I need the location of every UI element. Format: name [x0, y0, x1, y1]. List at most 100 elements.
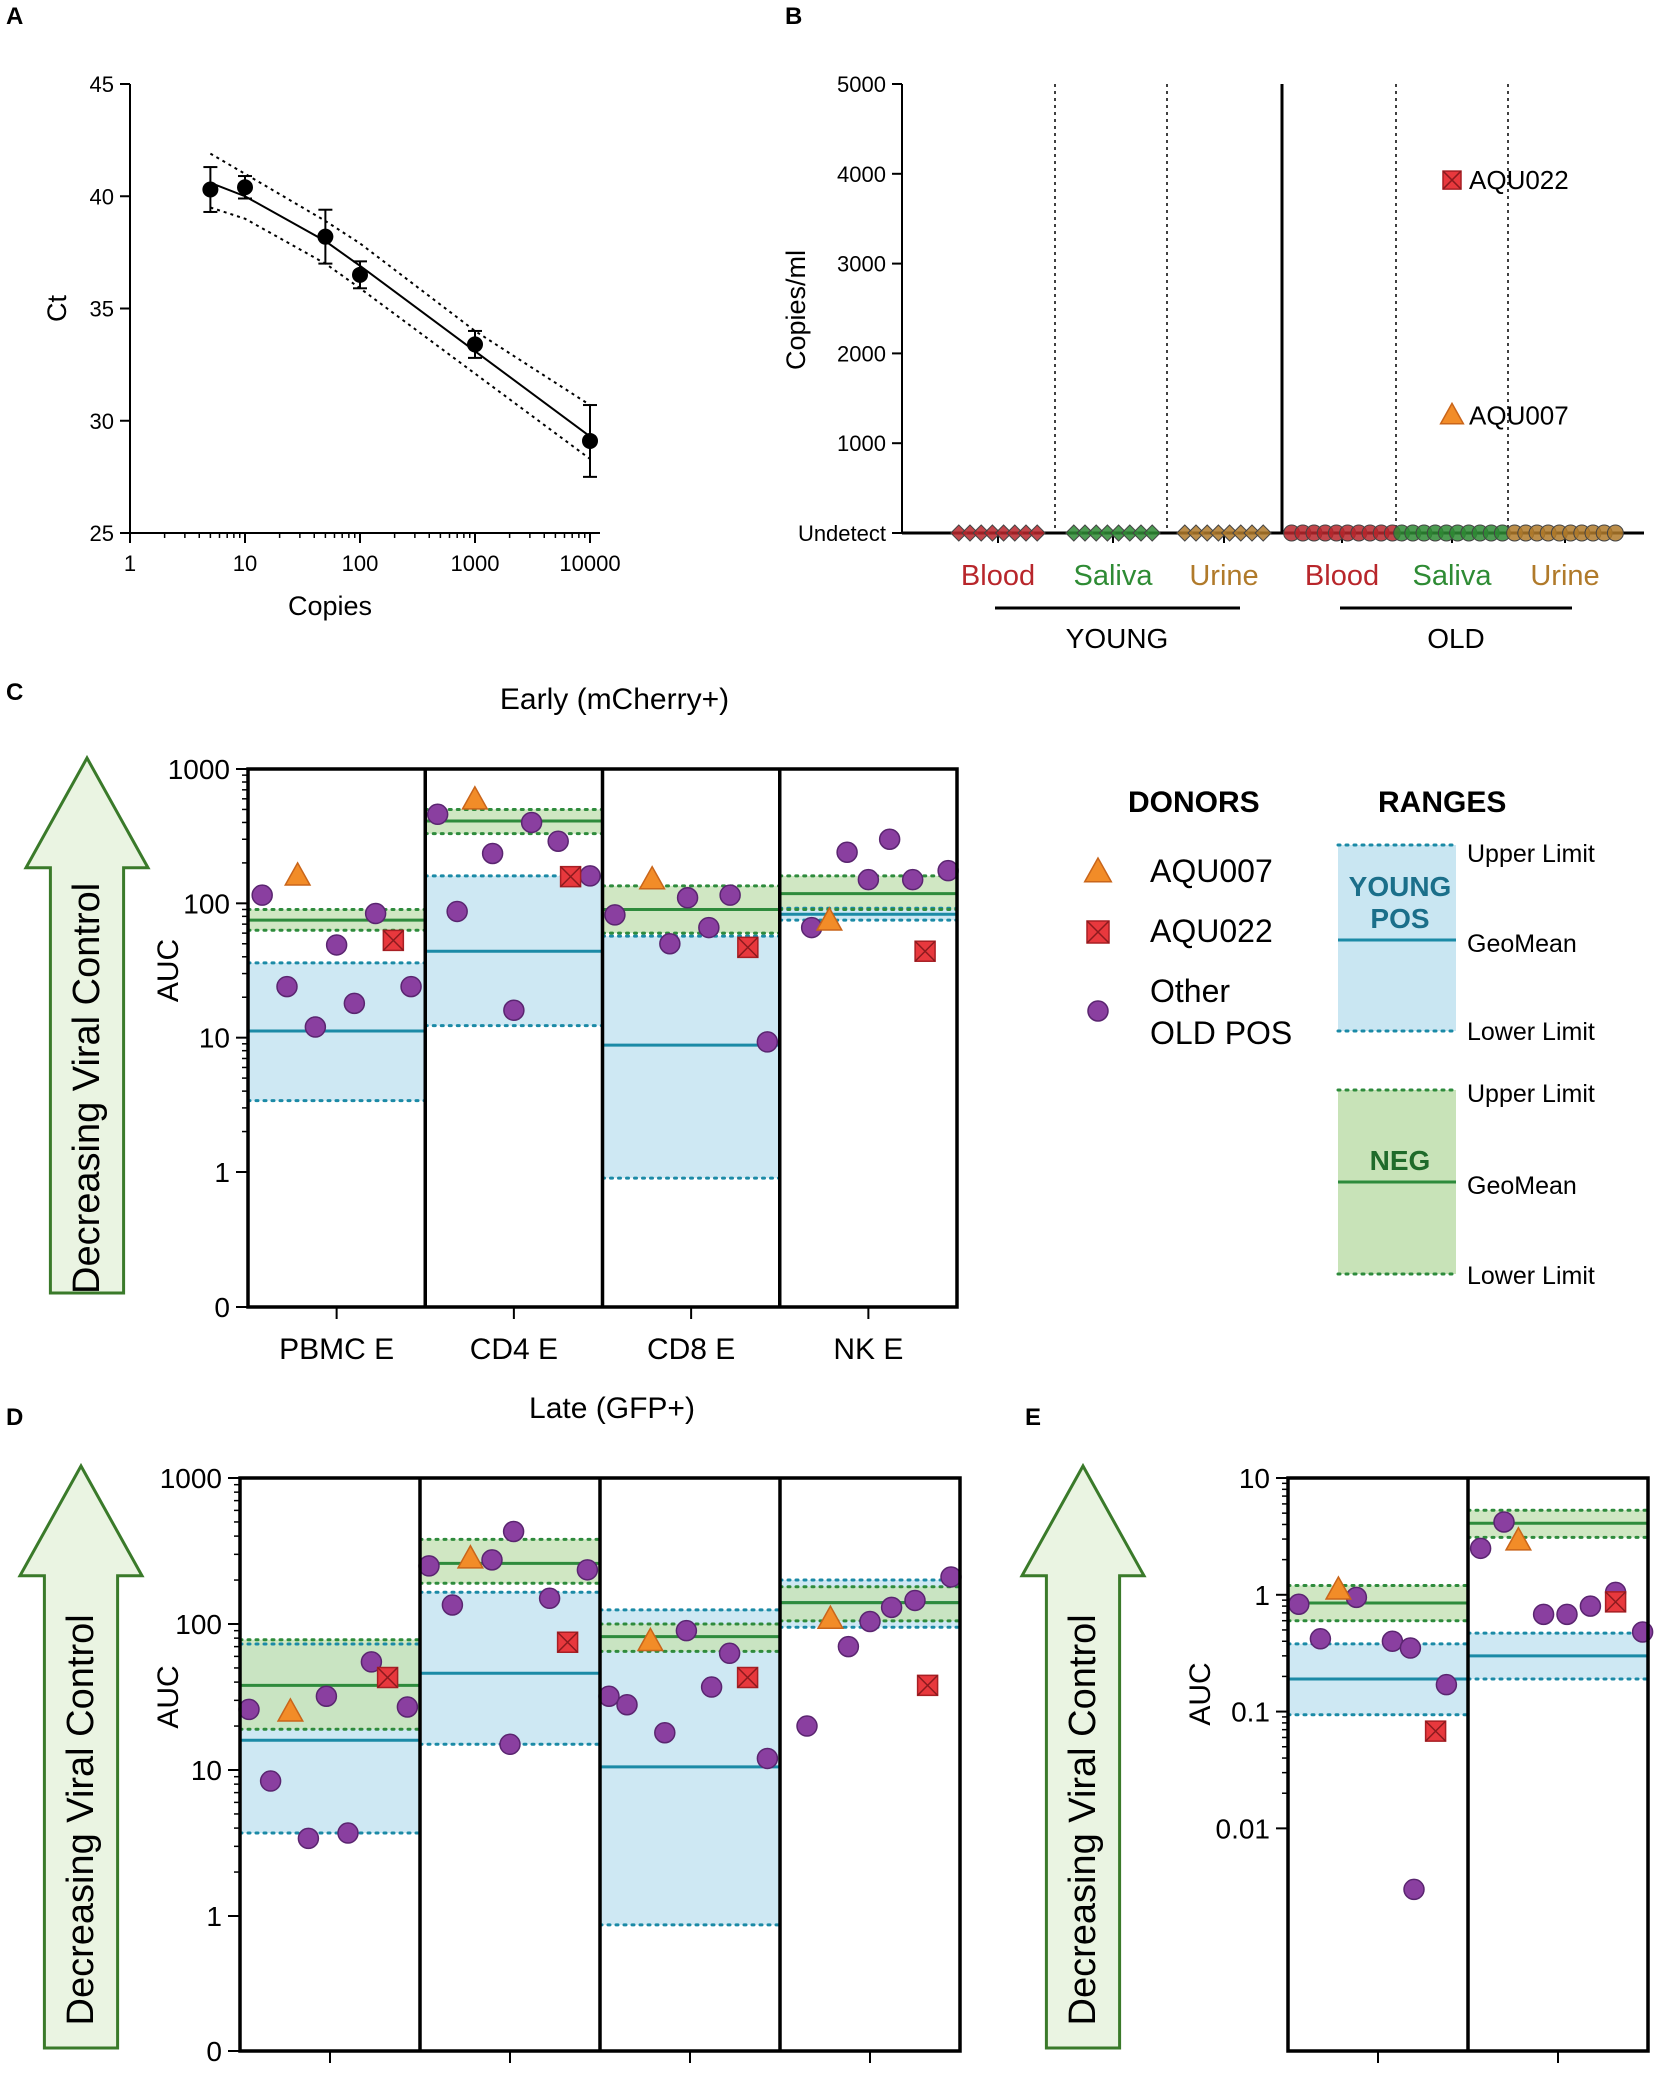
ci-upper-line	[209, 152, 591, 406]
y-tick-label: 10	[191, 1755, 222, 1786]
data-point	[317, 228, 334, 245]
y-tick-label: 35	[90, 297, 114, 322]
arrow-decreasing-viral-control-e: Decreasing Viral Control	[1019, 1462, 1147, 2050]
y-axis-label: AUC	[152, 1665, 185, 1728]
y-tick-label: 10	[1239, 1463, 1270, 1494]
other-old-pos-point	[1403, 1878, 1425, 1901]
other-old-pos-point	[1381, 1630, 1404, 1653]
other-old-pos-point	[238, 1698, 260, 1721]
legend-other-label: Other	[1150, 973, 1230, 1009]
other-old-pos-point	[343, 992, 366, 1015]
fit-line	[210, 181, 591, 438]
legend-aqu007-label: AQU007	[1150, 853, 1273, 889]
other-old-pos-point	[756, 1747, 779, 1770]
other-old-pos-point	[901, 868, 924, 891]
legend-aqu022-label: AQU022	[1150, 913, 1273, 949]
legend: DONORS RANGES AQU007 AQU022 Other OLD PO…	[1083, 786, 1595, 1290]
arrow-label: Decreasing Viral Control	[1062, 1614, 1104, 2025]
other-old-pos-point	[400, 975, 422, 998]
aqu022-point	[737, 936, 759, 959]
other-old-pos-point	[676, 887, 699, 909]
square-marker-cross	[1086, 920, 1110, 944]
square-marker-cross	[914, 940, 936, 962]
x-category-label: CD4 E	[470, 1333, 558, 1366]
arrow-label: Decreasing Viral Control	[66, 883, 108, 1294]
aqu022-point	[914, 940, 936, 962]
square-marker-cross	[917, 1674, 939, 1696]
other-old-pos-point	[360, 1651, 383, 1673]
legend-oldpos-label: OLD POS	[1150, 1015, 1292, 1051]
x-category-label: Urine	[1189, 560, 1258, 592]
aqu007-point	[276, 1697, 305, 1722]
other-old-pos-point	[718, 1642, 741, 1665]
x-axis-label: Copies	[288, 591, 372, 621]
panel-label-d: D	[6, 1404, 23, 1431]
undetect-circle	[1606, 524, 1624, 542]
y-tick-label: 0	[214, 1292, 230, 1323]
other-old-pos-point	[598, 1685, 620, 1707]
x-category-label: NK E	[833, 1333, 903, 1366]
aqu007-point	[815, 906, 844, 931]
other-old-pos-point	[520, 811, 543, 834]
x-tick-label: 1000	[451, 551, 500, 576]
x-tick-label: 10	[233, 551, 257, 576]
other-old-pos-point	[659, 933, 681, 955]
aqu007-point	[456, 1544, 485, 1569]
legend-neg-upper: Upper Limit	[1467, 1080, 1595, 1108]
y-tick-label: 1000	[837, 431, 886, 456]
undetect-diamond	[1028, 524, 1046, 542]
legend-young-label-2: POS	[1370, 903, 1429, 934]
other-old-pos-point	[315, 1685, 338, 1707]
other-old-pos-point	[538, 1587, 561, 1610]
data-point	[202, 181, 219, 198]
x-category-label: CD8 E	[647, 1333, 735, 1366]
legend-neg-geomean: GeoMean	[1467, 1172, 1577, 1200]
aqu022-point	[1442, 170, 1462, 190]
y-tick-label: 100	[183, 888, 230, 919]
other-old-pos-point	[1288, 1593, 1310, 1615]
other-old-pos-point	[1532, 1603, 1555, 1626]
point-label: AQU007	[1469, 400, 1569, 430]
other-old-pos-point	[859, 1610, 881, 1633]
aqu022-point	[736, 1666, 759, 1689]
y-tick-label: 1	[214, 1157, 230, 1188]
other-old-pos-point	[579, 865, 601, 887]
panel-label-b: B	[785, 3, 802, 30]
square-marker-cross	[1605, 1591, 1627, 1613]
panel-a-standard-curve: 25 30 35 40 45 1 10 100 1000 10000 Copies Ct	[42, 72, 621, 621]
x-category-label: Saliva	[1413, 560, 1493, 592]
arrow-label: Decreasing Viral Control	[60, 1614, 102, 2025]
square-marker-cross	[737, 936, 759, 958]
y-tick-label: 1	[1254, 1580, 1270, 1611]
other-old-pos-point	[904, 1589, 926, 1612]
x-category-label: Blood	[961, 560, 1035, 592]
data-point	[352, 266, 368, 283]
undetect-diamond	[1254, 524, 1272, 542]
y-tick-label: 25	[90, 521, 114, 546]
other-old-pos-point	[937, 859, 959, 882]
y-tick-label: 40	[90, 184, 114, 209]
legend-ranges-title: RANGES	[1378, 786, 1506, 819]
aqu007-point	[636, 1626, 665, 1652]
arrow-shape	[17, 1462, 145, 2050]
other-old-pos-point	[446, 900, 468, 923]
square-marker-cross	[382, 929, 404, 951]
other-old-pos-point	[836, 841, 858, 864]
other-old-pos-point	[604, 904, 626, 926]
y-axis-label: AUC	[1184, 1662, 1217, 1725]
legend-donors-title: DONORS	[1128, 786, 1260, 819]
other-old-pos-point	[503, 999, 525, 1021]
square-marker-cross	[737, 1666, 759, 1689]
aqu007-point	[284, 861, 312, 886]
legend-neg-lower: Lower Limit	[1467, 1262, 1595, 1290]
aqu007-point	[1324, 1575, 1353, 1600]
chart-title: Late (GFP+)	[529, 1392, 695, 1425]
other-old-pos-point	[364, 902, 387, 925]
chart-title: Early (mCherry+)	[500, 683, 729, 716]
y-tick-label: 1	[206, 1901, 222, 1932]
panel-label-e: E	[1025, 1404, 1041, 1431]
aqu022-point	[1424, 1720, 1447, 1742]
arrow-shape	[1019, 1462, 1147, 2050]
other-old-pos-point	[418, 1555, 440, 1577]
